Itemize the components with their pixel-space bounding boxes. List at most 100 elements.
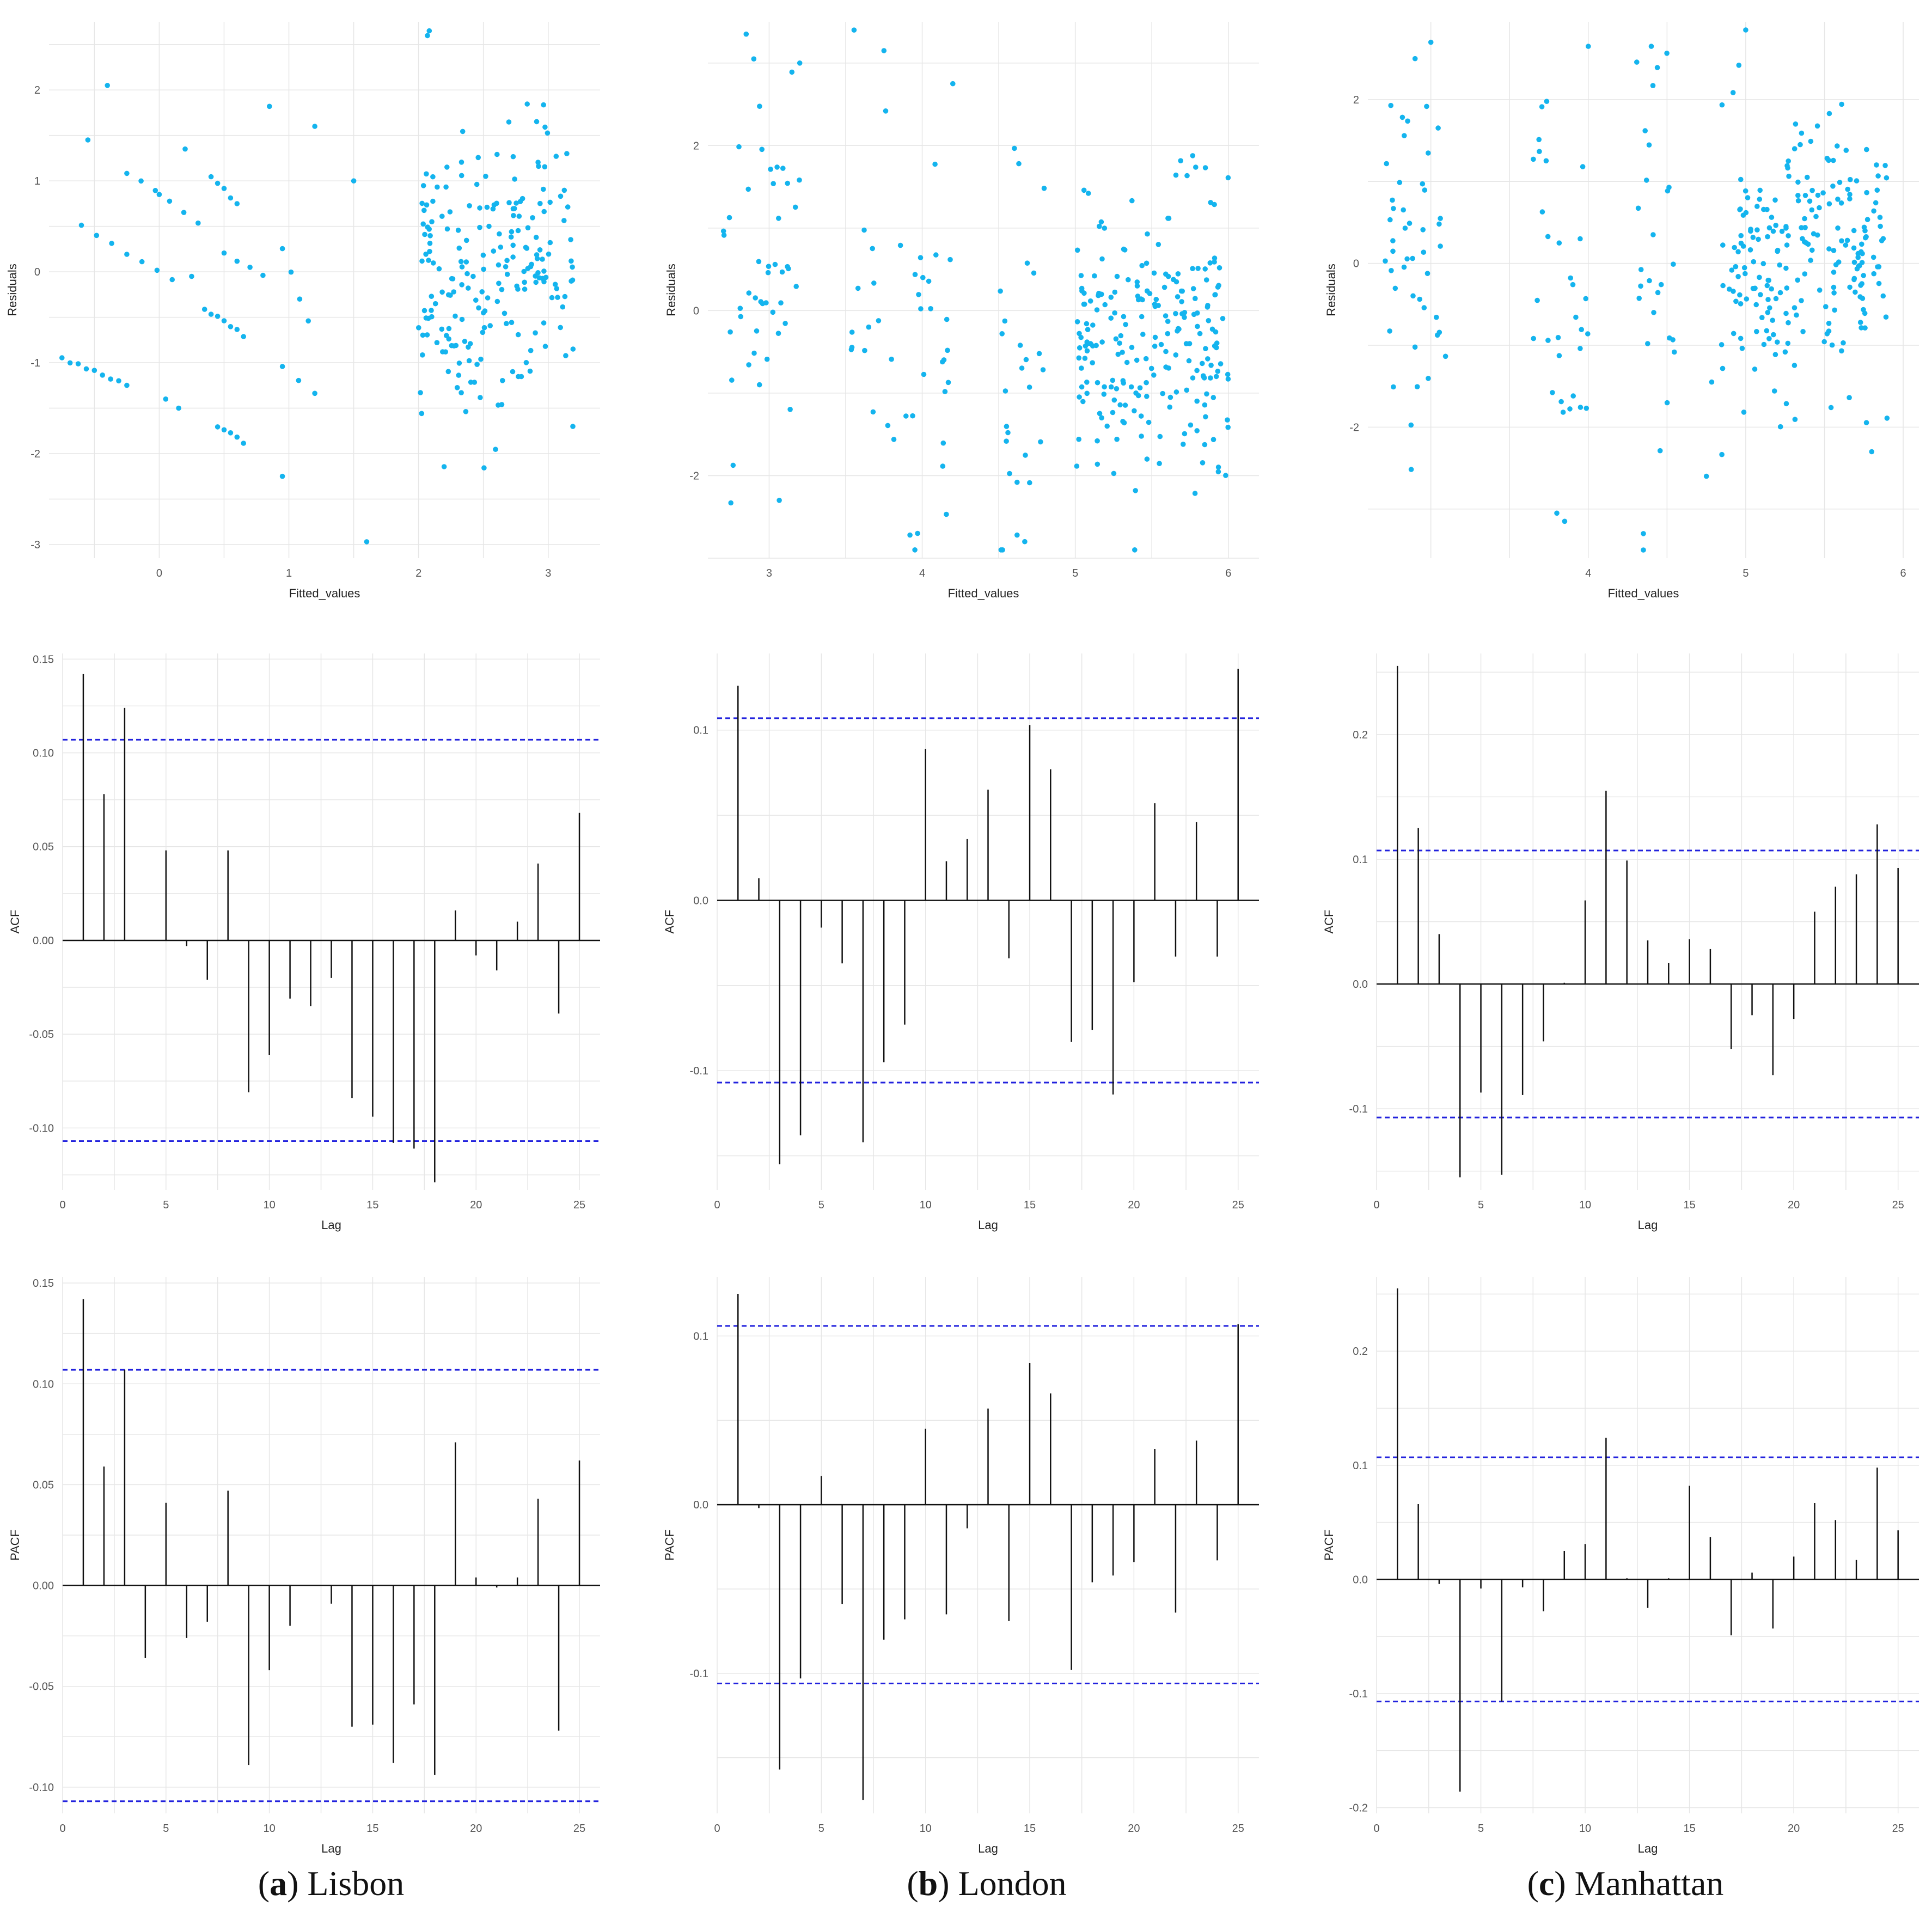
residual-point [1884, 175, 1890, 181]
residual-point [1087, 298, 1093, 304]
residual-point [1754, 204, 1760, 209]
y-tick-label: 0 [1353, 258, 1359, 270]
residual-point [1041, 186, 1047, 191]
residual-point [1878, 223, 1883, 229]
caption-manhattan: (c) Manhattan [1527, 1864, 1724, 1903]
residual-point [1770, 317, 1775, 323]
x-tick-label: 10 [263, 1199, 275, 1211]
residual-point [448, 292, 453, 298]
residual-point [1800, 236, 1805, 242]
residual-point [517, 199, 523, 205]
residual-point [1090, 322, 1096, 328]
residual-point [1543, 158, 1549, 164]
residual-point [1843, 148, 1849, 153]
residual-point [1111, 397, 1117, 403]
residual-point [1121, 246, 1127, 252]
x-tick-label: 3 [766, 567, 772, 579]
residual-point [1019, 365, 1025, 371]
residual-point [1126, 277, 1131, 283]
residual-point [1118, 333, 1124, 339]
y-tick-label: -0.05 [29, 1681, 54, 1693]
residual-point [942, 389, 948, 394]
residual-point [1097, 411, 1103, 417]
residual-point [1390, 238, 1396, 243]
residual-point [525, 266, 531, 271]
residual-point [779, 269, 785, 275]
residual-point [1179, 299, 1184, 304]
residual-point [1146, 419, 1152, 425]
residual-point [1202, 402, 1208, 408]
x-tick-label: 4 [1585, 567, 1591, 579]
x-tick-label: 20 [470, 1199, 482, 1211]
residual-point [504, 258, 510, 264]
residual-point [870, 246, 875, 252]
residual-point [1212, 292, 1218, 298]
x-tick-label: 5 [163, 1199, 169, 1211]
residual-point [436, 266, 442, 272]
y-axis-title: Residuals [5, 264, 19, 316]
residual-point [1861, 273, 1866, 278]
residual-point [1826, 321, 1832, 326]
residual-point [1144, 260, 1150, 266]
residual-point [1761, 341, 1767, 347]
residual-point [1148, 365, 1154, 371]
residual-point [891, 437, 897, 442]
residual-point [1741, 265, 1747, 271]
x-tick-label: 0 [714, 1823, 720, 1835]
residual-point [1132, 408, 1137, 414]
residual-point [1807, 198, 1813, 204]
residual-point [1213, 329, 1219, 335]
residual-point [510, 369, 516, 375]
residual-point [279, 473, 285, 479]
residual-point [444, 164, 450, 170]
residual-point [1638, 283, 1643, 289]
residual-point [1084, 348, 1090, 354]
residual-point [881, 48, 887, 53]
residual-point [1002, 318, 1008, 324]
residual-point [443, 184, 449, 190]
residual-point [1805, 174, 1810, 180]
residual-point [945, 347, 950, 353]
residual-point [481, 465, 487, 470]
residual-point [785, 180, 790, 186]
residual-point [1835, 197, 1841, 202]
residual-point [91, 368, 97, 373]
residual-point [478, 395, 483, 400]
residual-point [1641, 531, 1646, 536]
residual-point [1140, 297, 1145, 303]
residual-point [1404, 256, 1410, 262]
residual-point [1799, 298, 1804, 303]
residual-point [499, 286, 505, 292]
residual-point [944, 316, 950, 322]
residual-point [1813, 213, 1819, 219]
residual-point [751, 350, 757, 356]
residual-point [430, 198, 436, 204]
x-tick-label: 15 [1683, 1199, 1695, 1211]
residual-point [561, 218, 567, 223]
residual-point [1026, 384, 1032, 390]
residual-point [1808, 258, 1813, 263]
residual-point [862, 347, 867, 353]
residual-point [1036, 351, 1042, 357]
residual-point [1562, 518, 1568, 524]
residual-point [468, 380, 474, 385]
residual-point [530, 215, 535, 221]
residual-point [1795, 198, 1801, 204]
residual-point [1004, 438, 1009, 444]
residual-point [1760, 261, 1766, 266]
y-tick-label: -0.05 [29, 1029, 54, 1041]
residual-point [1151, 372, 1157, 378]
residual-point [1795, 277, 1800, 283]
residual-point [756, 259, 762, 265]
lisbon-acf-panel: 0 5 10 15 20 25 -0.10 -0.05 0.00 0.05 0.10 0.15 Lag A… [8, 653, 600, 1232]
residual-point [459, 282, 464, 288]
residual-point [545, 130, 551, 136]
residual-point [464, 271, 470, 277]
residual-point [1847, 196, 1852, 201]
residual-point [500, 378, 505, 383]
residual-point [537, 200, 543, 206]
residual-point [1176, 326, 1182, 332]
residual-point [1765, 277, 1771, 283]
residual-point [1820, 190, 1826, 196]
residual-point [1567, 406, 1573, 412]
